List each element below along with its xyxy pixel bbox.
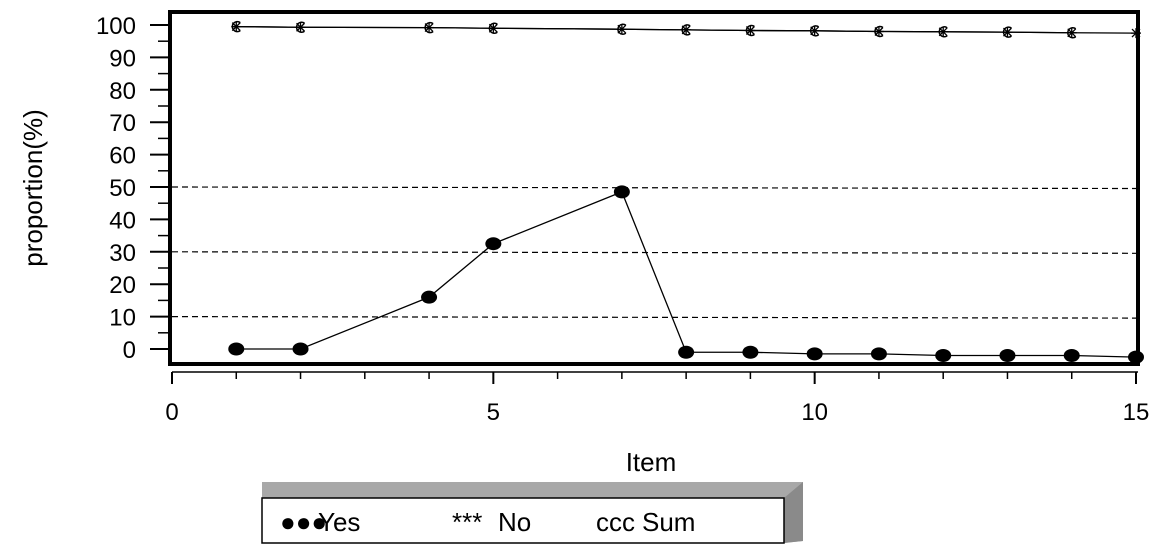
series-line-yes (236, 191, 1137, 358)
point-sum (938, 26, 948, 38)
point-sum (681, 24, 691, 36)
legend-label: Yes (318, 507, 360, 537)
reference-lines (171, 186, 1137, 319)
legend-symbol: ccc (596, 507, 635, 537)
point-yes (613, 185, 630, 199)
point-sum (295, 21, 305, 33)
point-no (1131, 28, 1141, 39)
x-tick-label: 0 (165, 399, 178, 426)
series-yes (228, 185, 1144, 364)
point-sum (424, 21, 434, 34)
y-tick-label: 40 (109, 207, 136, 234)
series-layer (228, 20, 1144, 364)
point-sum (488, 22, 498, 34)
legend-item-sum: ccc Sum (596, 507, 695, 537)
y-tick-label: 0 (123, 337, 136, 364)
y-tick-label: 30 (109, 240, 136, 267)
point-sum (1002, 26, 1012, 38)
point-yes (742, 345, 759, 359)
legend-box (261, 497, 785, 544)
y-tick-label: 80 (109, 78, 136, 105)
point-sum (874, 25, 884, 38)
y-tick-label: 90 (109, 45, 136, 72)
x-tick-label: 15 (1123, 399, 1150, 426)
point-sum (231, 20, 241, 33)
point-sum (809, 25, 820, 37)
y-tick-label: 10 (109, 305, 136, 332)
legend-item-no: *** No (452, 507, 531, 537)
point-yes (1128, 350, 1144, 364)
point-yes (1063, 348, 1080, 362)
series-sum (231, 20, 1077, 39)
y-tick-label: 70 (109, 110, 136, 137)
x-tick-label: 10 (801, 399, 828, 426)
point-yes (485, 237, 502, 251)
series-line-sum (236, 25, 1072, 34)
legend: ●●●Yes *** No ccc Sum (261, 482, 803, 544)
legend-label: Sum (642, 507, 695, 537)
x-tick-label: 5 (487, 399, 500, 426)
reference-line (171, 251, 1137, 254)
y-axis-title: proportion(%) (18, 109, 48, 267)
legend-items: ●●●Yes *** No ccc Sum (280, 507, 695, 537)
point-yes (228, 342, 245, 356)
y-tick-label: 60 (109, 143, 136, 170)
point-sum (617, 23, 627, 35)
point-yes (935, 348, 952, 362)
point-yes (806, 347, 823, 361)
reference-line (171, 186, 1137, 190)
y-tick-label: 100 (96, 13, 136, 40)
point-yes (999, 348, 1016, 362)
legend-item-yes: ●●●Yes (280, 507, 360, 537)
y-tick-label: 50 (109, 175, 136, 202)
point-sum (745, 24, 755, 37)
x-axis: 0 5 10 15 (165, 371, 1150, 426)
reference-line (171, 316, 1137, 319)
legend-symbol: ●●● (280, 507, 327, 537)
point-yes (678, 345, 695, 359)
point-yes (870, 347, 887, 361)
legend-shadow-side (784, 482, 803, 543)
legend-label: No (498, 507, 531, 537)
x-axis-title: Item (626, 447, 677, 477)
point-yes (292, 342, 309, 356)
point-sum (1066, 27, 1077, 39)
point-yes (421, 290, 438, 304)
y-tick-label: 20 (109, 272, 136, 299)
y-axis: 0 10 20 30 40 50 60 70 80 90 100 (96, 13, 170, 364)
legend-symbol: *** (452, 507, 482, 537)
